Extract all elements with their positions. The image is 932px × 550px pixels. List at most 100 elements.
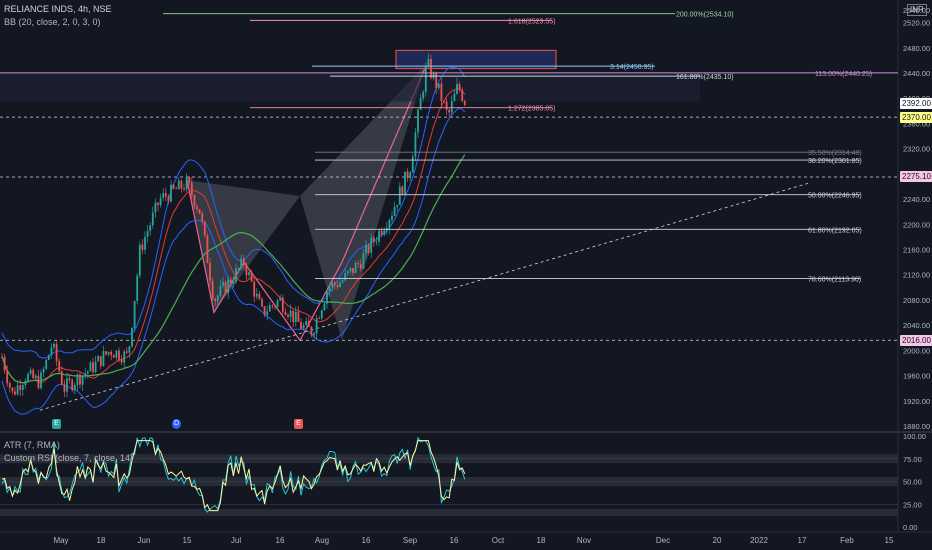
time-tick-label: Jun bbox=[138, 536, 151, 545]
candle-body bbox=[152, 213, 154, 226]
candle-body bbox=[292, 311, 294, 323]
price-tick-label: 2120.00 bbox=[903, 271, 930, 280]
earnings-marker[interactable]: E bbox=[52, 419, 61, 429]
fib-level-label: 1.272(2385.05) bbox=[508, 106, 555, 113]
time-tick-label: Dec bbox=[656, 536, 670, 545]
time-tick-label: 2022 bbox=[750, 536, 768, 545]
candle-body bbox=[409, 173, 411, 178]
candle-body bbox=[357, 263, 359, 264]
candle-body bbox=[212, 281, 214, 299]
candle-body bbox=[451, 101, 453, 112]
candle-body bbox=[84, 373, 86, 375]
candle-body bbox=[339, 283, 341, 288]
candle-body bbox=[243, 258, 245, 265]
osc-tick-label: 50.00 bbox=[903, 478, 922, 487]
earnings-marker[interactable]: E bbox=[294, 419, 303, 429]
candle-body bbox=[246, 265, 248, 275]
time-tick-label: 16 bbox=[276, 536, 285, 545]
candle-body bbox=[256, 294, 258, 297]
candle-body bbox=[438, 83, 440, 88]
candle-body bbox=[428, 59, 430, 66]
candle-body bbox=[168, 197, 170, 202]
candle-body bbox=[251, 272, 253, 281]
candle-body bbox=[331, 283, 333, 288]
candle-body bbox=[264, 306, 266, 315]
time-axis[interactable]: May 18 Jun 15 Jul 16 Aug 16 Sep 16 Oct 18 Nov Dec 20 20… bbox=[53, 536, 894, 545]
candle-body bbox=[178, 181, 180, 190]
bb-indicator-label[interactable]: BB (20, close, 2, 0, 3, 0) bbox=[4, 17, 101, 27]
candle-body bbox=[402, 187, 404, 195]
candle-body bbox=[383, 231, 385, 235]
candle-body bbox=[207, 235, 209, 262]
candle-body bbox=[376, 242, 378, 243]
osc-tick-label: 25.00 bbox=[903, 500, 922, 509]
time-tick-label: 17 bbox=[798, 536, 807, 545]
atr-indicator-label[interactable]: ATR (7, RMA) bbox=[4, 440, 60, 450]
candle-body bbox=[290, 311, 292, 317]
candle-body bbox=[298, 312, 300, 322]
price-tick-label: 2080.00 bbox=[903, 296, 930, 305]
candle-body bbox=[165, 193, 167, 197]
candle-body bbox=[97, 356, 99, 361]
candle-body bbox=[43, 369, 45, 373]
candle-body bbox=[305, 321, 307, 325]
price-tag: 2392.00 bbox=[900, 98, 932, 109]
candle-body bbox=[131, 328, 133, 347]
candle-body bbox=[214, 299, 216, 301]
candle-body bbox=[108, 352, 110, 354]
candle-body bbox=[396, 205, 398, 207]
candle-body bbox=[350, 268, 352, 271]
candle-body bbox=[51, 347, 53, 355]
candle-body bbox=[415, 132, 417, 156]
candle-body bbox=[79, 375, 81, 385]
candle-body bbox=[69, 378, 71, 380]
candle-body bbox=[100, 356, 102, 366]
osc-tick-label: 75.00 bbox=[903, 455, 922, 464]
candle-body bbox=[318, 318, 320, 319]
fib-level-label: 3.14(2450.95) bbox=[610, 64, 654, 71]
candle-body bbox=[35, 376, 37, 379]
candle-body bbox=[412, 157, 414, 173]
candle-body bbox=[233, 282, 235, 284]
time-tick-label: Oct bbox=[492, 536, 505, 545]
time-tick-label: Nov bbox=[577, 536, 591, 545]
candle-body bbox=[105, 351, 107, 354]
candle-body bbox=[287, 315, 289, 317]
price-axis[interactable]: 2540.002520.002480.002440.002400.002360.… bbox=[903, 6, 930, 532]
candle-body bbox=[71, 380, 73, 390]
candle-body bbox=[48, 355, 50, 360]
candle-body bbox=[144, 237, 146, 250]
price-tick-label: 2240.00 bbox=[903, 195, 930, 204]
candle-body bbox=[116, 351, 118, 358]
candle-body bbox=[381, 231, 383, 235]
candle-body bbox=[204, 222, 206, 236]
candle-body bbox=[391, 216, 393, 220]
candle-body bbox=[157, 203, 159, 205]
fib-level-label: 78.60%(2113.90) bbox=[808, 277, 861, 284]
dividend-marker[interactable]: D bbox=[172, 419, 181, 429]
price-tick-label: 2200.00 bbox=[903, 220, 930, 229]
fib-level-label: 35.50%(2314.40) bbox=[808, 150, 862, 157]
candle-body bbox=[12, 388, 14, 392]
candle-body bbox=[183, 188, 185, 189]
currency-badge[interactable]: INR bbox=[907, 4, 927, 16]
price-tick-label: 2040.00 bbox=[903, 321, 930, 330]
candle-body bbox=[240, 258, 242, 268]
candle-body bbox=[300, 322, 302, 329]
candle-body bbox=[274, 306, 276, 307]
price-tick-label: 1880.00 bbox=[903, 422, 930, 431]
candle-body bbox=[399, 187, 401, 205]
candle-body bbox=[446, 101, 448, 109]
candle-body bbox=[230, 279, 232, 283]
candle-body bbox=[175, 188, 177, 189]
fib-level-label: 1.618(2523.55) bbox=[508, 18, 555, 25]
oscillator-pane bbox=[0, 438, 898, 516]
candle-body bbox=[110, 352, 112, 355]
rsi-lower-zone bbox=[0, 509, 898, 516]
time-tick-label: Feb bbox=[840, 536, 854, 545]
candle-body bbox=[53, 344, 55, 347]
rsi-indicator-label[interactable]: Custom RSI (close, 7, close, 14) bbox=[4, 453, 133, 463]
candle-body bbox=[123, 351, 125, 362]
candle-body bbox=[56, 344, 58, 361]
